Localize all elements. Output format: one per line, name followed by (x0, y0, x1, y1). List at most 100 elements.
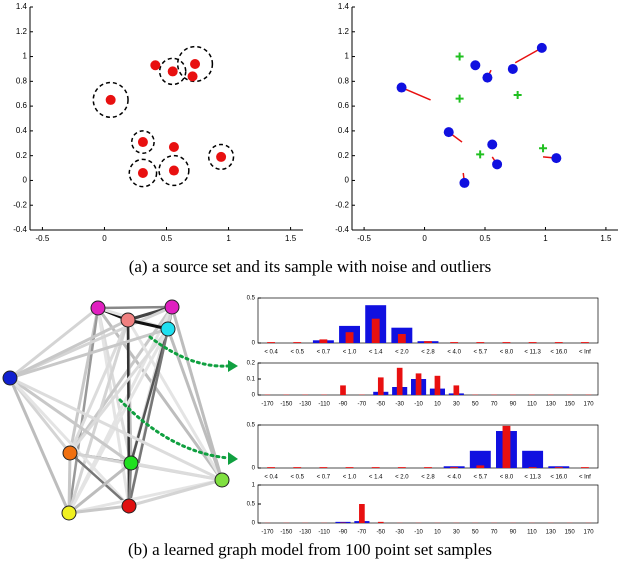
x-tick-label: 1 (543, 234, 548, 243)
arrow (148, 335, 230, 368)
point (482, 72, 493, 83)
x-tick-label: -70 (358, 530, 367, 536)
bar (293, 342, 302, 343)
x-tick-label: < 0.7 (317, 475, 331, 481)
x-tick-label: 0.5 (479, 234, 491, 243)
point (187, 71, 198, 82)
y-tick-label: 0 (345, 176, 350, 185)
point (443, 127, 454, 138)
y-tick-label: 1 (345, 52, 350, 61)
x-tick-label: -170 (261, 530, 274, 536)
bar (397, 467, 406, 468)
plot-box (257, 424, 599, 469)
point (150, 60, 161, 71)
x-tick-label: < 1.0 (343, 350, 357, 356)
y-tick-label: 0 (252, 466, 256, 472)
x-tick-label: 170 (584, 530, 595, 536)
x-tick-label: < 0.7 (317, 350, 331, 356)
x-tick-label: < 1.4 (369, 475, 383, 481)
x-tick-label: < 2.8 (421, 475, 435, 481)
noise-circle (92, 81, 129, 119)
x-tick-label: 1 (226, 234, 231, 243)
point (513, 90, 522, 99)
graph-node (120, 312, 136, 328)
x-tick-label: -150 (280, 402, 293, 408)
y-tick-label: 1 (23, 52, 28, 61)
y-tick-label: 1.4 (16, 2, 28, 11)
x-tick-label: < 4.0 (447, 350, 461, 356)
x-tick-label: < 4.0 (447, 475, 461, 481)
bar (528, 467, 537, 468)
point (539, 144, 548, 153)
y-tick-label: -0.2 (13, 200, 27, 209)
noise-segment (514, 47, 543, 64)
x-tick-label: < 8.0 (500, 475, 514, 481)
bar (340, 385, 346, 395)
graph-model (2, 299, 238, 521)
noise-circle (131, 130, 155, 154)
x-tick-label: 110 (527, 530, 537, 536)
y-tick-label: 1.4 (338, 2, 350, 11)
y-tick-label: 1.2 (338, 27, 350, 36)
x-tick-label: < 16.0 (550, 475, 568, 481)
noise-segment (401, 86, 431, 101)
y-tick-label: -0.4 (13, 225, 27, 234)
bar (469, 450, 491, 468)
bar (528, 342, 537, 343)
bar (319, 467, 328, 468)
bar (377, 521, 384, 523)
x-tick-label: -10 (414, 402, 423, 408)
point (455, 94, 464, 103)
y-tick-label: 0.2 (338, 151, 350, 160)
y-tick-label: 0.1 (247, 377, 256, 383)
graph-edge (68, 319, 130, 454)
graph-edge (9, 306, 99, 380)
bar (502, 342, 511, 343)
graph-edge (69, 452, 130, 507)
graph-node (61, 505, 77, 521)
x-tick-label: < 16.0 (550, 350, 568, 356)
graph-node (160, 321, 176, 337)
graph-edge (127, 328, 170, 507)
y-tick-label: 0 (23, 176, 28, 185)
x-tick-label: < 8.0 (500, 350, 514, 356)
x-tick-label: < 11.3 (524, 350, 541, 356)
x-tick-label: 70 (491, 402, 498, 408)
graph-node (90, 300, 106, 316)
x-tick-label: -50 (376, 402, 385, 408)
noise-circle (128, 158, 158, 188)
x-tick-label: 30 (453, 402, 460, 408)
x-tick-label: 30 (453, 530, 460, 536)
point (137, 137, 148, 148)
bar (371, 467, 380, 468)
x-tick-label: < 2.8 (421, 350, 435, 356)
plot-box (257, 362, 599, 396)
x-tick-label: 110 (527, 402, 537, 408)
bar (424, 467, 432, 468)
bar (434, 375, 441, 395)
point (492, 159, 503, 170)
y-tick-label: -0.2 (335, 200, 349, 209)
x-tick-label: 1.5 (600, 234, 612, 243)
x-tick-label: -70 (358, 402, 367, 408)
x-tick-label: -110 (318, 530, 330, 536)
graph-node (121, 498, 137, 514)
bar (502, 425, 511, 468)
x-tick-label: < 11.3 (524, 475, 541, 481)
x-tick-label: -170 (261, 402, 274, 408)
graph-edge (130, 461, 223, 482)
x-tick-label: -130 (299, 402, 312, 408)
graph-edge (9, 376, 132, 465)
bar (453, 385, 460, 395)
x-tick-label: 70 (491, 530, 498, 536)
y-tick-label: 0 (252, 521, 256, 527)
x-tick-label: -50 (376, 530, 385, 536)
x-tick-label: 10 (434, 530, 441, 536)
x-tick-label: -130 (299, 530, 312, 536)
point (190, 58, 201, 69)
point (216, 151, 227, 162)
caption: (a) a source set and its sample with noi… (129, 257, 492, 276)
bar (267, 467, 275, 468)
graph-edge (68, 461, 132, 515)
x-tick-label: 130 (546, 530, 557, 536)
